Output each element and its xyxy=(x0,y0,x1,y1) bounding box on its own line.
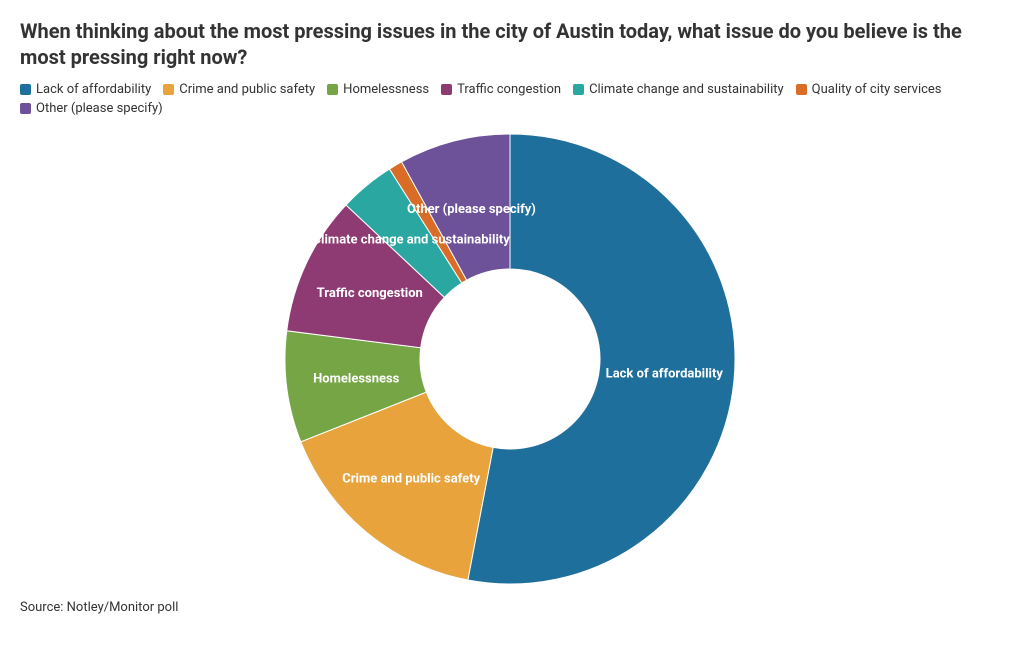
legend-item: Homelessness xyxy=(327,82,429,97)
chart-container: Lack of affordability Crime and public sa… xyxy=(20,124,1000,594)
slice-label: Traffic congestion xyxy=(317,286,423,301)
legend-item: Crime and public safety xyxy=(163,82,315,97)
legend-label: Quality of city services xyxy=(812,82,942,97)
slice-label: Crime and public safety xyxy=(342,471,480,486)
chart-source: Source: Notley/Monitor poll xyxy=(20,600,1000,615)
legend-swatch xyxy=(441,84,452,95)
legend-label: Other (please specify) xyxy=(36,101,163,116)
legend-item: Climate change and sustainability xyxy=(573,82,784,97)
legend-swatch xyxy=(20,103,31,114)
slice-label: Other (please specify) xyxy=(407,202,536,217)
donut-chart: Lack of affordability Crime and public sa… xyxy=(20,124,1000,594)
legend-swatch xyxy=(20,84,31,95)
slice-label: Lack of affordability xyxy=(606,367,724,382)
legend-item: Lack of affordability xyxy=(20,82,151,97)
legend-label: Traffic congestion xyxy=(457,82,561,97)
legend-swatch xyxy=(796,84,807,95)
slice-label: Climate change and sustainability xyxy=(313,233,511,248)
legend-swatch xyxy=(163,84,174,95)
chart-title: When thinking about the most pressing is… xyxy=(20,18,1000,70)
legend-swatch xyxy=(573,84,584,95)
legend-item: Traffic congestion xyxy=(441,82,561,97)
legend-label: Crime and public safety xyxy=(179,82,315,97)
legend-item: Quality of city services xyxy=(796,82,942,97)
legend-item: Other (please specify) xyxy=(20,101,163,116)
legend-label: Lack of affordability xyxy=(36,82,151,97)
legend-label: Homelessness xyxy=(343,82,429,97)
slice-label: Homelessness xyxy=(313,371,400,386)
legend-swatch xyxy=(327,84,338,95)
legend-label: Climate change and sustainability xyxy=(589,82,784,97)
chart-legend: Lack of affordability Crime and public sa… xyxy=(20,82,1000,116)
